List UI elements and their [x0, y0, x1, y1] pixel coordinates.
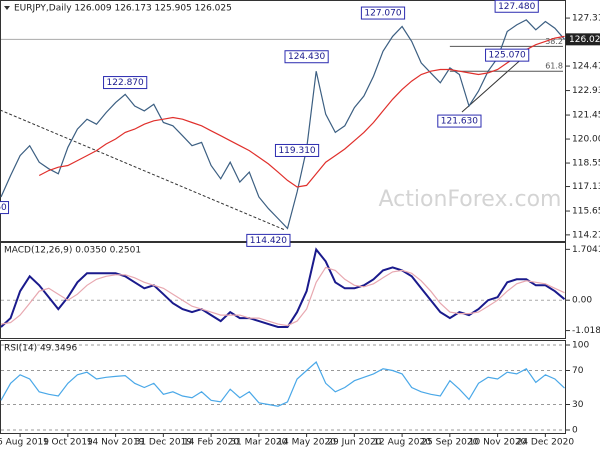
y-tick-label: 117.130 [572, 182, 600, 192]
annotation-label: 125.070 [489, 51, 526, 61]
rsi-panel [0, 340, 566, 434]
annotation-label: 121.630 [441, 117, 478, 127]
annotation-box [0, 201, 10, 215]
y-tick-label: 1.7041 [572, 245, 600, 255]
x-tick-label: 16 Aug 2019 [0, 438, 49, 448]
annotation-box [437, 114, 482, 128]
fib-label: 38.2 [545, 37, 563, 46]
series-line [0, 247, 566, 328]
y-tick-label: 121.450 [572, 111, 600, 121]
annotation-box [246, 233, 291, 247]
annotation-label: 127.070 [364, 9, 401, 19]
watermark: ActionForex.com [379, 187, 562, 212]
y-tick-label: 70 [572, 366, 584, 376]
y-tick-label: 0.00 [572, 296, 592, 306]
x-tick-label: 12 Aug 2020 [373, 438, 431, 448]
annotation-box [103, 76, 148, 90]
y-tick-label: 114.210 [572, 230, 600, 240]
y-tick-label: 120.000 [572, 135, 600, 145]
x-tick-label: 1 Oct 2019 [43, 438, 93, 448]
x-tick-label: 14 May 2020 [277, 438, 336, 448]
annotation-box [274, 143, 320, 157]
chart-title: EURJPY,Daily 126.009 126.173 125.905 126… [14, 4, 232, 14]
annotation-box [360, 6, 406, 20]
annotation-box [494, 0, 539, 13]
series-line [0, 266, 565, 327]
y-tick-label: 100 [572, 341, 589, 351]
x-tick-label: 29 Jun 2020 [327, 438, 381, 448]
series-line [38, 35, 565, 188]
y-tick-label: 127.310 [572, 14, 600, 24]
fib-label: 61.8 [545, 62, 563, 71]
x-tick-label: 24 Dec 2020 [517, 438, 575, 448]
x-tick-label: 14 Nov 2019 [87, 438, 145, 448]
annotation-label: 860 [0, 203, 7, 213]
annotation-label: 124.430 [288, 52, 325, 62]
x-tick-label: 25 Sep 2020 [421, 438, 478, 448]
y-tick-label: 0 [572, 426, 578, 436]
annotation-box [485, 48, 530, 62]
y-tick-label: 122.930 [572, 86, 600, 96]
panel-title: MACD(12,26,9) 0.0350 0.2501 [4, 246, 141, 256]
y-tick-label: 115.650 [572, 207, 600, 217]
x-tick-label: 14 Feb 2020 [183, 438, 239, 448]
series-line [0, 19, 565, 230]
x-tick-label: 31 Dec 2019 [135, 438, 193, 448]
annotation-box [284, 50, 329, 64]
trend-line [0, 109, 286, 231]
y-tick-label: 118.550 [572, 159, 600, 169]
trend-line [461, 55, 526, 113]
current-price-box [566, 33, 600, 46]
y-tick-label: 124.410 [572, 62, 600, 72]
current-price-label: 126.025 [569, 35, 600, 45]
y-tick-label: 30 [572, 400, 584, 410]
annotation-label: 127.480 [498, 2, 535, 12]
macd-panel [0, 242, 566, 339]
annotation-label: 122.870 [107, 78, 144, 88]
annotation-label: 119.310 [278, 146, 315, 156]
panel-title: RSI(14) 49.3496 [4, 344, 77, 354]
series-line [0, 361, 565, 407]
menu-icon [4, 6, 10, 10]
x-tick-label: 10 Nov 2020 [469, 438, 527, 448]
x-tick-label: 31 Mar 2020 [230, 438, 287, 448]
annotation-label: 114.420 [250, 236, 287, 246]
